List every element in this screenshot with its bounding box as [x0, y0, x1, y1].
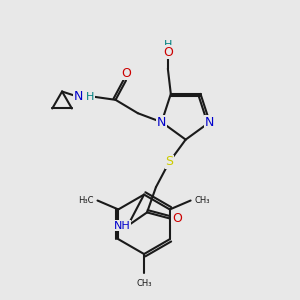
Text: O: O — [121, 67, 131, 80]
Text: CH₃: CH₃ — [136, 279, 152, 288]
Text: CH₃: CH₃ — [194, 196, 210, 205]
Text: N: N — [205, 116, 214, 129]
Text: NH: NH — [113, 221, 130, 231]
Text: H: H — [86, 92, 94, 102]
Text: S: S — [165, 155, 173, 168]
Text: N: N — [157, 116, 166, 129]
Text: O: O — [163, 46, 173, 59]
Text: N: N — [74, 90, 83, 104]
Text: H₃C: H₃C — [78, 196, 94, 205]
Text: O: O — [172, 212, 182, 225]
Text: H: H — [164, 40, 172, 50]
